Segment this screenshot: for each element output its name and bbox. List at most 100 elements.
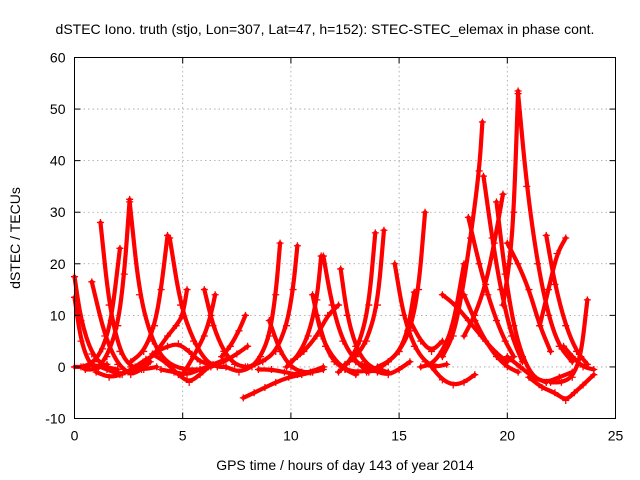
series-layer	[71, 87, 598, 404]
data-point	[570, 389, 578, 397]
data-point	[211, 291, 219, 299]
data-point	[529, 373, 537, 381]
data-point	[157, 366, 165, 374]
series-trace	[342, 228, 387, 367]
data-point	[105, 373, 113, 381]
data-point	[177, 301, 185, 309]
data-point	[114, 322, 122, 330]
series-pass-45	[499, 87, 522, 309]
data-point	[166, 234, 174, 242]
data-point	[265, 317, 273, 325]
data-point	[551, 280, 559, 288]
data-point	[172, 322, 180, 330]
data-point	[335, 301, 343, 309]
data-point	[153, 347, 161, 355]
data-point	[492, 317, 500, 325]
data-point	[293, 242, 301, 250]
data-point	[261, 384, 269, 392]
data-point	[231, 360, 239, 368]
data-point	[335, 368, 343, 376]
data-point	[557, 378, 565, 386]
data-point	[265, 332, 273, 340]
series-pass-18	[218, 311, 249, 361]
data-point	[451, 301, 459, 309]
data-point	[272, 378, 280, 386]
data-point	[114, 360, 122, 368]
data-point	[254, 366, 262, 374]
series-trace	[167, 235, 229, 370]
data-point	[479, 172, 487, 180]
series-trace	[353, 359, 413, 376]
data-point	[293, 371, 301, 379]
data-point	[471, 317, 479, 325]
x-tick-label: 15	[391, 428, 407, 444]
data-point	[283, 363, 291, 371]
series-pass-23	[254, 363, 327, 379]
series-pass-32	[341, 226, 388, 368]
data-point	[190, 353, 198, 361]
data-point	[356, 337, 364, 345]
data-point	[105, 301, 113, 309]
data-point	[343, 311, 351, 319]
series-trace	[83, 197, 132, 372]
data-point	[475, 260, 483, 268]
y-tick-labels: -10 0 10 20 30 40 50 60	[45, 50, 65, 427]
data-point	[306, 368, 314, 376]
data-point	[365, 301, 373, 309]
data-point	[551, 389, 559, 397]
series-trace	[537, 235, 568, 328]
data-point	[583, 296, 591, 304]
data-point	[460, 291, 468, 299]
data-point	[514, 368, 522, 376]
data-point	[319, 252, 327, 260]
data-point	[151, 322, 159, 330]
data-point	[170, 368, 178, 376]
data-point	[471, 371, 479, 379]
tick-marks	[74, 57, 616, 419]
x-tick-labels: 0 5 10 15 20 25	[71, 428, 624, 444]
data-point	[579, 381, 587, 389]
data-point	[590, 366, 598, 374]
data-point	[415, 286, 423, 294]
data-point	[417, 363, 425, 371]
data-point	[127, 358, 135, 366]
data-point	[503, 363, 511, 371]
data-point	[90, 360, 98, 368]
series-pass-40	[438, 118, 486, 361]
data-point	[460, 378, 468, 386]
data-point	[562, 396, 570, 404]
series-trace	[466, 215, 516, 359]
data-point	[505, 260, 513, 268]
y-tick-label: 60	[50, 50, 66, 66]
series-trace	[440, 292, 510, 364]
series-pass-24	[244, 242, 301, 371]
data-point	[164, 342, 172, 350]
data-point	[241, 311, 249, 319]
data-point	[235, 327, 243, 335]
data-point	[568, 368, 576, 376]
x-tick-label: 0	[71, 428, 79, 444]
data-point	[96, 219, 104, 227]
data-point	[174, 340, 182, 348]
data-point	[226, 342, 234, 350]
series-trace	[505, 354, 575, 384]
data-point	[179, 371, 187, 379]
data-point	[99, 345, 107, 353]
data-point	[428, 360, 436, 368]
series-pass-37	[406, 317, 446, 355]
data-point	[460, 332, 468, 340]
data-point	[196, 366, 204, 374]
data-point	[244, 342, 252, 350]
y-tick-label: 50	[50, 101, 66, 117]
data-point	[328, 301, 336, 309]
data-point	[428, 347, 436, 355]
series-trace	[392, 261, 449, 369]
data-point	[207, 363, 215, 371]
series-trace	[516, 91, 575, 364]
series-pass-52	[536, 234, 570, 330]
series-pass-51	[560, 342, 598, 374]
data-point	[200, 332, 208, 340]
data-point	[510, 208, 518, 216]
series-trace	[561, 344, 596, 372]
